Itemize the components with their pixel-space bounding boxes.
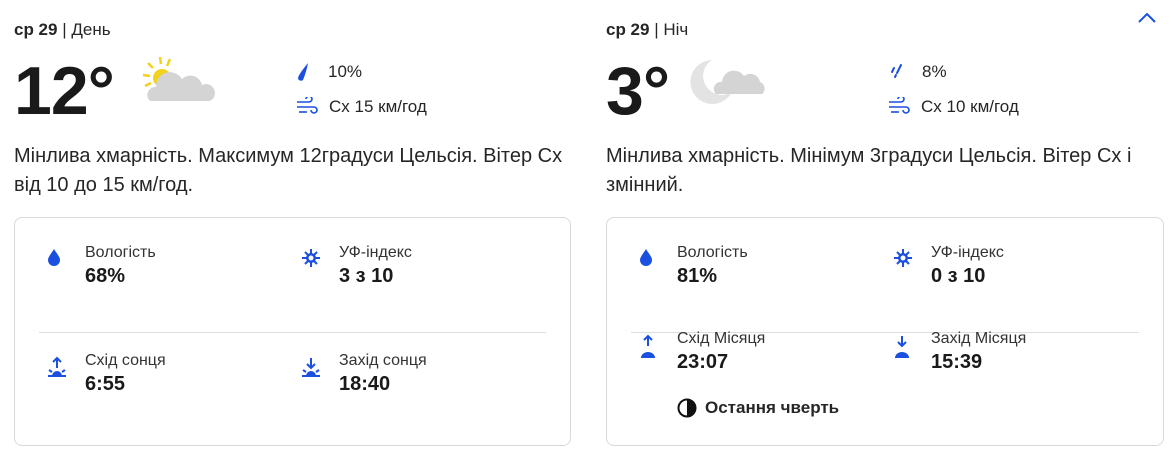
moonrise-icon <box>641 334 655 358</box>
sunset-label: Захід сонця <box>339 352 427 369</box>
uv-value: 0 з 10 <box>931 265 986 287</box>
sunset-icon <box>302 358 320 377</box>
humidity-value: 68% <box>85 265 126 287</box>
wind-value: Сх 10 км/год <box>921 97 1019 116</box>
date: ср 29 <box>606 20 650 39</box>
humidity-drop-icon <box>640 249 652 266</box>
details-card: Вологість 68% УФ-індекс 3 з 10 Схід сонця 6… <box>14 217 571 446</box>
temperature: 3° <box>606 53 670 129</box>
day-header: ср 29 | День <box>14 20 111 39</box>
sunset: Захід сонця 18:40 <box>293 352 427 396</box>
period: День <box>71 20 111 39</box>
wind-icon <box>889 97 910 114</box>
sun-uv-icon <box>302 249 320 267</box>
details-card: Вологість 81% УФ-індекс 0 з 10 Схід Місяця… <box>606 217 1164 446</box>
humidity: Вологість 68% <box>39 244 156 288</box>
description: Мінлива хмарність. Мінімум 3градуси Цель… <box>606 145 1132 196</box>
wind: Сх 10 км/год <box>888 97 1019 117</box>
partly-cloudy-night-icon <box>690 60 765 104</box>
temperature: 12° <box>14 53 115 129</box>
humidity-label: Вологість <box>677 244 748 261</box>
wind-value: Сх 15 км/год <box>329 97 427 116</box>
day-forecast: ср 29 | День 12° 10% Сх 15 км/год Мінлив… <box>14 0 574 462</box>
divider <box>631 332 1139 333</box>
uv-label: УФ-індекс <box>339 244 412 261</box>
humidity-drop-icon <box>48 249 60 266</box>
raindrop-icon <box>298 63 308 81</box>
last-quarter-moon-icon <box>677 398 697 418</box>
sun-uv-icon <box>894 249 912 267</box>
divider <box>39 332 546 333</box>
light-rain-icon <box>891 64 902 78</box>
moon-phase-label: Остання чверть <box>705 398 840 417</box>
sunrise-icon <box>48 356 66 377</box>
precipitation-value: 8% <box>922 62 947 81</box>
moonset-icon <box>895 336 909 358</box>
uv-label: УФ-індекс <box>931 244 1004 261</box>
humidity: Вологість 81% <box>631 244 748 288</box>
description: Мінлива хмарність. Максимум 12градуси Це… <box>14 145 563 196</box>
uv-value: 3 з 10 <box>339 265 394 287</box>
moonset-label: Захід Місяця <box>931 330 1027 347</box>
humidity-label: Вологість <box>85 244 156 261</box>
moonset: Захід Місяця 15:39 <box>885 330 1026 374</box>
uv-index: УФ-індекс 3 з 10 <box>293 244 412 288</box>
moon-phase: Остання чверть <box>677 398 839 418</box>
night-header: ср 29 | Ніч <box>606 20 689 39</box>
precipitation: 10% <box>296 62 362 82</box>
sunset-value: 18:40 <box>339 373 391 395</box>
wind: Сх 15 км/год <box>296 97 427 117</box>
sunrise: Схід сонця 6:55 <box>39 352 166 396</box>
moonrise-value: 23:07 <box>677 351 729 373</box>
collapse-chevron-up-icon[interactable] <box>1136 10 1158 26</box>
humidity-value: 81% <box>677 265 718 287</box>
moonrise: Схід Місяця 23:07 <box>631 330 765 374</box>
night-forecast: ср 29 | Ніч 3° 8% Сх 10 км/год Мінлива х… <box>606 0 1166 462</box>
sunrise-label: Схід сонця <box>85 352 166 369</box>
sunrise-value: 6:55 <box>85 373 126 395</box>
partly-sunny-icon <box>142 56 215 101</box>
uv-index: УФ-індекс 0 з 10 <box>885 244 1004 288</box>
date: ср 29 <box>14 20 58 39</box>
moonset-value: 15:39 <box>931 351 983 373</box>
precipitation: 8% <box>888 62 947 82</box>
period: Ніч <box>663 20 689 39</box>
wind-icon <box>297 97 318 114</box>
moonrise-label: Схід Місяця <box>677 330 766 347</box>
precipitation-value: 10% <box>328 62 363 81</box>
